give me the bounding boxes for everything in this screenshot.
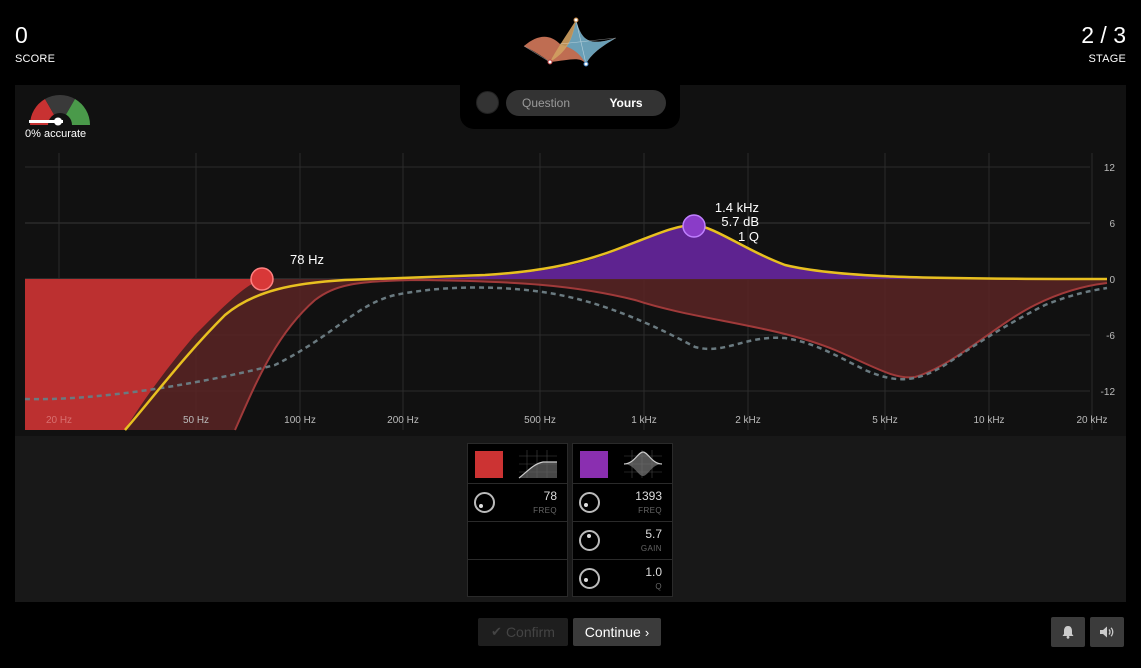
sound-button[interactable] (1090, 617, 1124, 647)
x-tick-100hz: 100 Hz (284, 415, 316, 426)
confirm-button[interactable]: ✔ Confirm (478, 618, 568, 646)
band2-q-row: 1.0 Q (573, 560, 672, 598)
eq-graph-canvas[interactable]: 12 6 0 -6 -12 20 Hz 50 Hz 100 Hz 200 Hz … (15, 85, 1126, 436)
band1-empty-row-2 (468, 560, 567, 598)
band1-freq-knob[interactable] (474, 492, 495, 513)
toggle-pill: Question Yours (506, 90, 666, 116)
score-label: SCORE (15, 53, 56, 65)
x-tick-50hz: 50 Hz (183, 415, 209, 426)
toggle-yours[interactable]: Yours (609, 96, 643, 110)
check-icon: ✔ (491, 624, 502, 639)
band2-q-label: 1 Q (738, 229, 759, 244)
band1-freq-label: 78 Hz (290, 252, 324, 267)
confirm-label: Confirm (505, 624, 555, 640)
speaker-icon (1100, 626, 1114, 638)
band1-fill (25, 279, 262, 430)
top-bar: 0 SCORE 2 / 3 STAGE (0, 0, 1141, 85)
band2-freq-knob[interactable] (579, 492, 600, 513)
chevron-right-icon: › (644, 624, 650, 640)
band2-freq-label-text: FREQ (638, 506, 662, 515)
band2-color-swatch[interactable] (580, 451, 608, 478)
band2-freq-label: 1.4 kHz (715, 200, 759, 215)
band2-freq-row: 1393 FREQ (573, 484, 672, 522)
y-tick-0: 0 (1109, 275, 1115, 286)
stage-value: 2 / 3 (1081, 22, 1126, 48)
gauge-knob (54, 117, 62, 126)
band2-panel-header (573, 444, 672, 484)
band2-panel: 1393 FREQ 5.7 GAIN 1.0 Q (572, 443, 673, 597)
y-tick-12: 12 (1104, 163, 1116, 174)
question-curve-line (234, 278, 1108, 431)
x-tick-2khz: 2 kHz (735, 415, 761, 426)
x-tick-20hz: 20 Hz (46, 415, 72, 426)
question-curve-fill (25, 279, 1107, 430)
eq-graph[interactable]: 12 6 0 -6 -12 20 Hz 50 Hz 100 Hz 200 Hz … (15, 85, 1126, 436)
band2-gain-knob[interactable] (579, 530, 600, 551)
view-toggle: Question Yours (460, 85, 680, 129)
score-value: 0 (15, 22, 28, 48)
band1-freq-row: 78 FREQ (468, 484, 567, 522)
band1-empty-row-1 (468, 522, 567, 560)
notifications-button[interactable] (1051, 617, 1085, 647)
x-tick-500hz: 500 Hz (524, 415, 556, 426)
band2-q-knob[interactable] (579, 568, 600, 589)
x-tick-1khz: 1 kHz (631, 415, 657, 426)
accuracy-gauge (29, 94, 91, 137)
peak-icon[interactable] (622, 448, 664, 480)
band2-gain-label: 5.7 dB (721, 214, 759, 229)
band2-q-value: 1.0 (645, 565, 662, 579)
app-logo (523, 17, 617, 67)
toggle-indicator[interactable] (476, 91, 499, 114)
y-tick-m12: -12 (1101, 387, 1116, 398)
combined-curve-dashed (24, 286, 1108, 401)
continue-label: Continue (584, 624, 641, 640)
x-tick-10khz: 10 kHz (973, 415, 1004, 426)
band1-freq-label-text: FREQ (533, 506, 557, 515)
band1-freq-value: 78 (543, 489, 557, 503)
band2-q-label-text: Q (655, 582, 662, 591)
x-tick-20khz: 20 kHz (1076, 415, 1107, 426)
band2-handle[interactable] (682, 214, 706, 238)
band1-handle[interactable] (250, 267, 274, 291)
continue-button[interactable]: Continue › (573, 618, 661, 646)
accuracy-label: 0% accurate (25, 128, 87, 140)
toggle-question[interactable]: Question (521, 96, 571, 110)
x-tick-200hz: 200 Hz (387, 415, 419, 426)
x-tick-5khz: 5 kHz (872, 415, 898, 426)
main-area: 12 6 0 -6 -12 20 Hz 50 Hz 100 Hz 200 Hz … (15, 85, 1126, 602)
y-tick-m6: -6 (1106, 331, 1115, 342)
band2-gain-value: 5.7 (645, 527, 662, 541)
band1-color-swatch[interactable] (475, 451, 503, 478)
band1-panel: 78 FREQ (467, 443, 568, 597)
result-curve (124, 223, 1108, 431)
highpass-icon[interactable] (517, 448, 559, 480)
band2-gain-label-text: GAIN (640, 544, 662, 553)
gauge-needle (29, 120, 63, 123)
y-tick-6: 6 (1109, 219, 1115, 230)
score-block: 0 SCORE (15, 22, 55, 65)
stage-label: STAGE (1088, 53, 1126, 65)
bell-icon (1062, 626, 1074, 639)
band2-fill (415, 225, 1107, 279)
band1-panel-header (468, 444, 567, 484)
stage-block: 2 / 3 STAGE (1081, 22, 1126, 65)
band2-gain-row: 5.7 GAIN (573, 522, 672, 560)
band2-freq-value: 1393 (635, 489, 662, 503)
